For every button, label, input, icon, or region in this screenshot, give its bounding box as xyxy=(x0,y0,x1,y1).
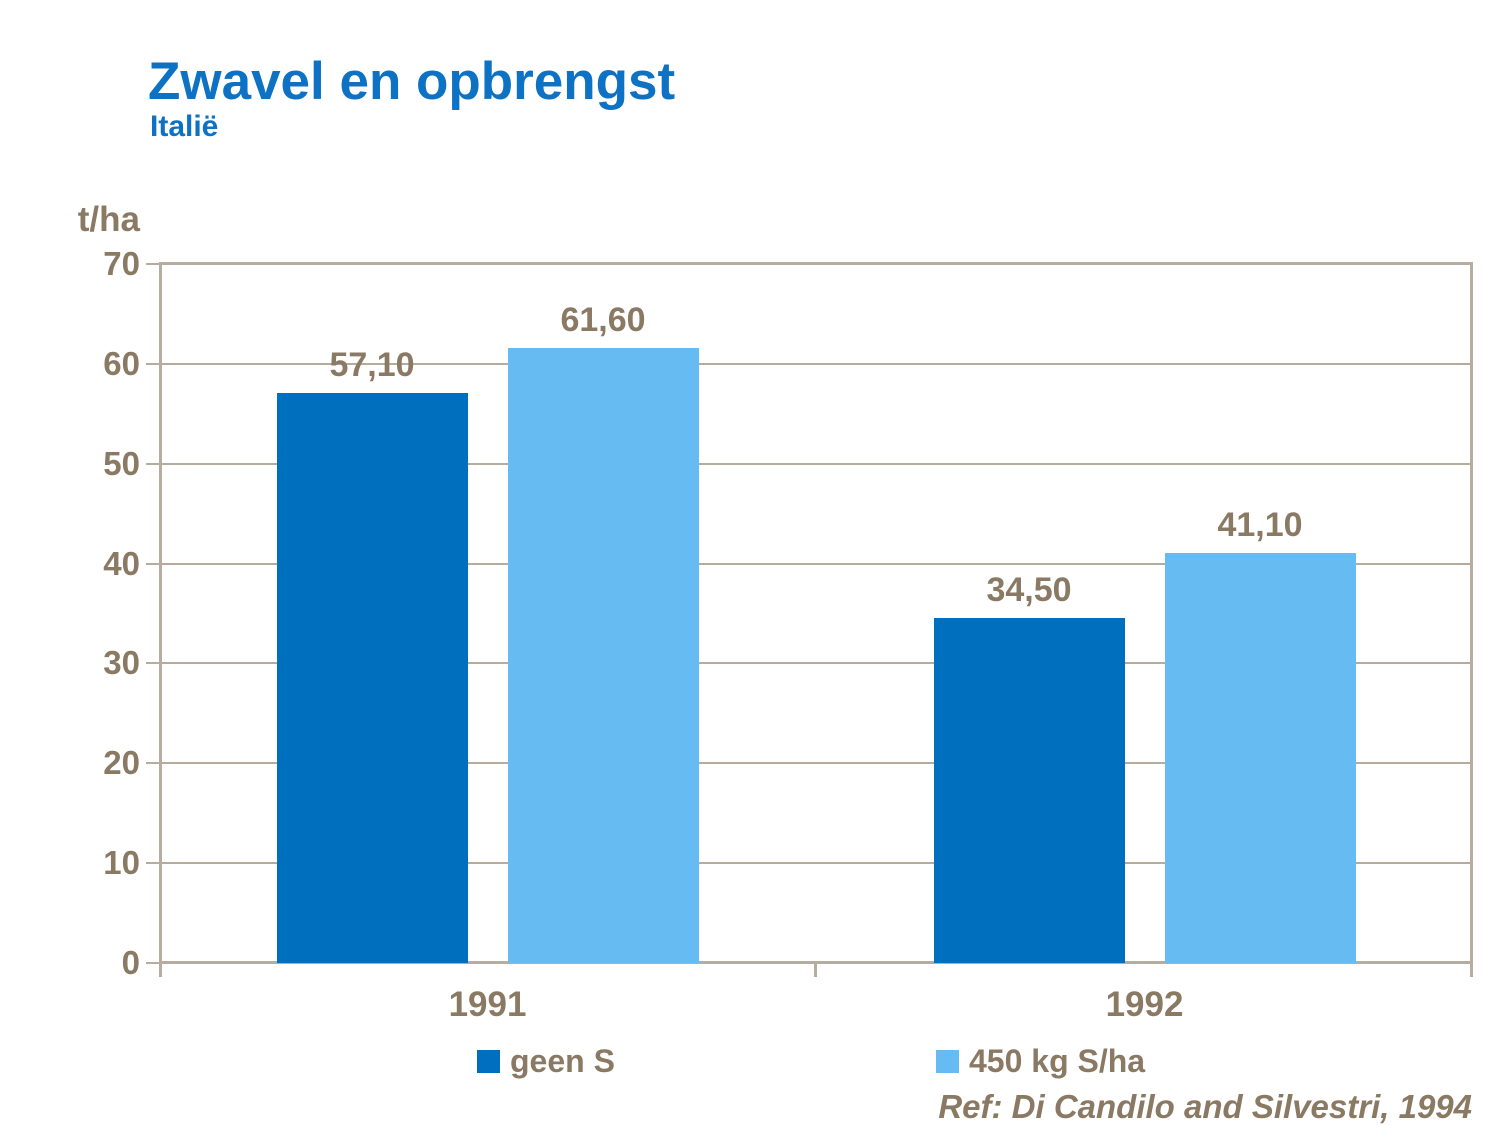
bar-1992-geen-s xyxy=(933,618,1125,963)
y-axis-label-40: 40 xyxy=(103,544,140,582)
bar-1992-450-kg-s-ha xyxy=(1164,552,1356,963)
y-tick-70 xyxy=(146,263,159,265)
gridline-40 xyxy=(161,562,1471,565)
legend-label: 450 kg S/ha xyxy=(969,1042,1146,1079)
gridline-10 xyxy=(161,862,1471,865)
y-tick-10 xyxy=(146,862,159,865)
y-tick-30 xyxy=(146,662,159,665)
y-tick-0 xyxy=(146,962,159,964)
legend-entry-geen-s: geen S xyxy=(477,1042,615,1080)
y-axis-label-0: 0 xyxy=(121,944,140,981)
gridline-50 xyxy=(161,462,1471,465)
value-label-1992-0: 34,50 xyxy=(986,571,1072,610)
chart-subtitle: Italië xyxy=(150,110,219,143)
gridline-30 xyxy=(161,662,1471,665)
reference-text: Ref: Di Candilo and Silvestri, 1994 xyxy=(938,1088,1472,1125)
legend-swatch-icon xyxy=(936,1049,959,1073)
bar-1991-geen-s xyxy=(276,392,468,963)
value-label-1992-1: 41,10 xyxy=(1217,505,1303,544)
x-tick-0 xyxy=(159,964,162,977)
gridline-20 xyxy=(161,762,1471,765)
y-axis-label-20: 20 xyxy=(103,744,140,782)
bar-1991-450-kg-s-ha xyxy=(507,347,699,963)
gridline-60 xyxy=(161,362,1471,365)
plot-area-frame xyxy=(159,262,1473,964)
y-axis-label-50: 50 xyxy=(103,444,140,482)
y-axis-unit-label: t/ha xyxy=(77,200,140,239)
y-tick-50 xyxy=(146,462,159,465)
y-tick-20 xyxy=(146,762,159,765)
y-axis-label-10: 10 xyxy=(103,844,140,882)
chart-title: Zwavel en opbrengst xyxy=(148,52,676,111)
x-axis-label-1991: 1991 xyxy=(448,985,527,1024)
legend-label: geen S xyxy=(510,1042,615,1079)
legend-swatch-icon xyxy=(477,1049,500,1073)
legend-entry-450-kg-s-ha: 450 kg S/ha xyxy=(936,1042,1145,1080)
value-label-1991-1: 61,60 xyxy=(560,300,646,339)
x-tick-1 xyxy=(814,964,817,977)
y-tick-60 xyxy=(146,362,159,365)
y-axis-label-70: 70 xyxy=(103,245,140,282)
x-tick-2 xyxy=(1470,964,1473,977)
value-label-1991-0: 57,10 xyxy=(329,345,415,384)
y-axis-label-30: 30 xyxy=(103,644,140,682)
y-tick-40 xyxy=(146,562,159,565)
y-axis-label-60: 60 xyxy=(103,344,140,382)
x-axis-label-1992: 1992 xyxy=(1105,985,1184,1024)
